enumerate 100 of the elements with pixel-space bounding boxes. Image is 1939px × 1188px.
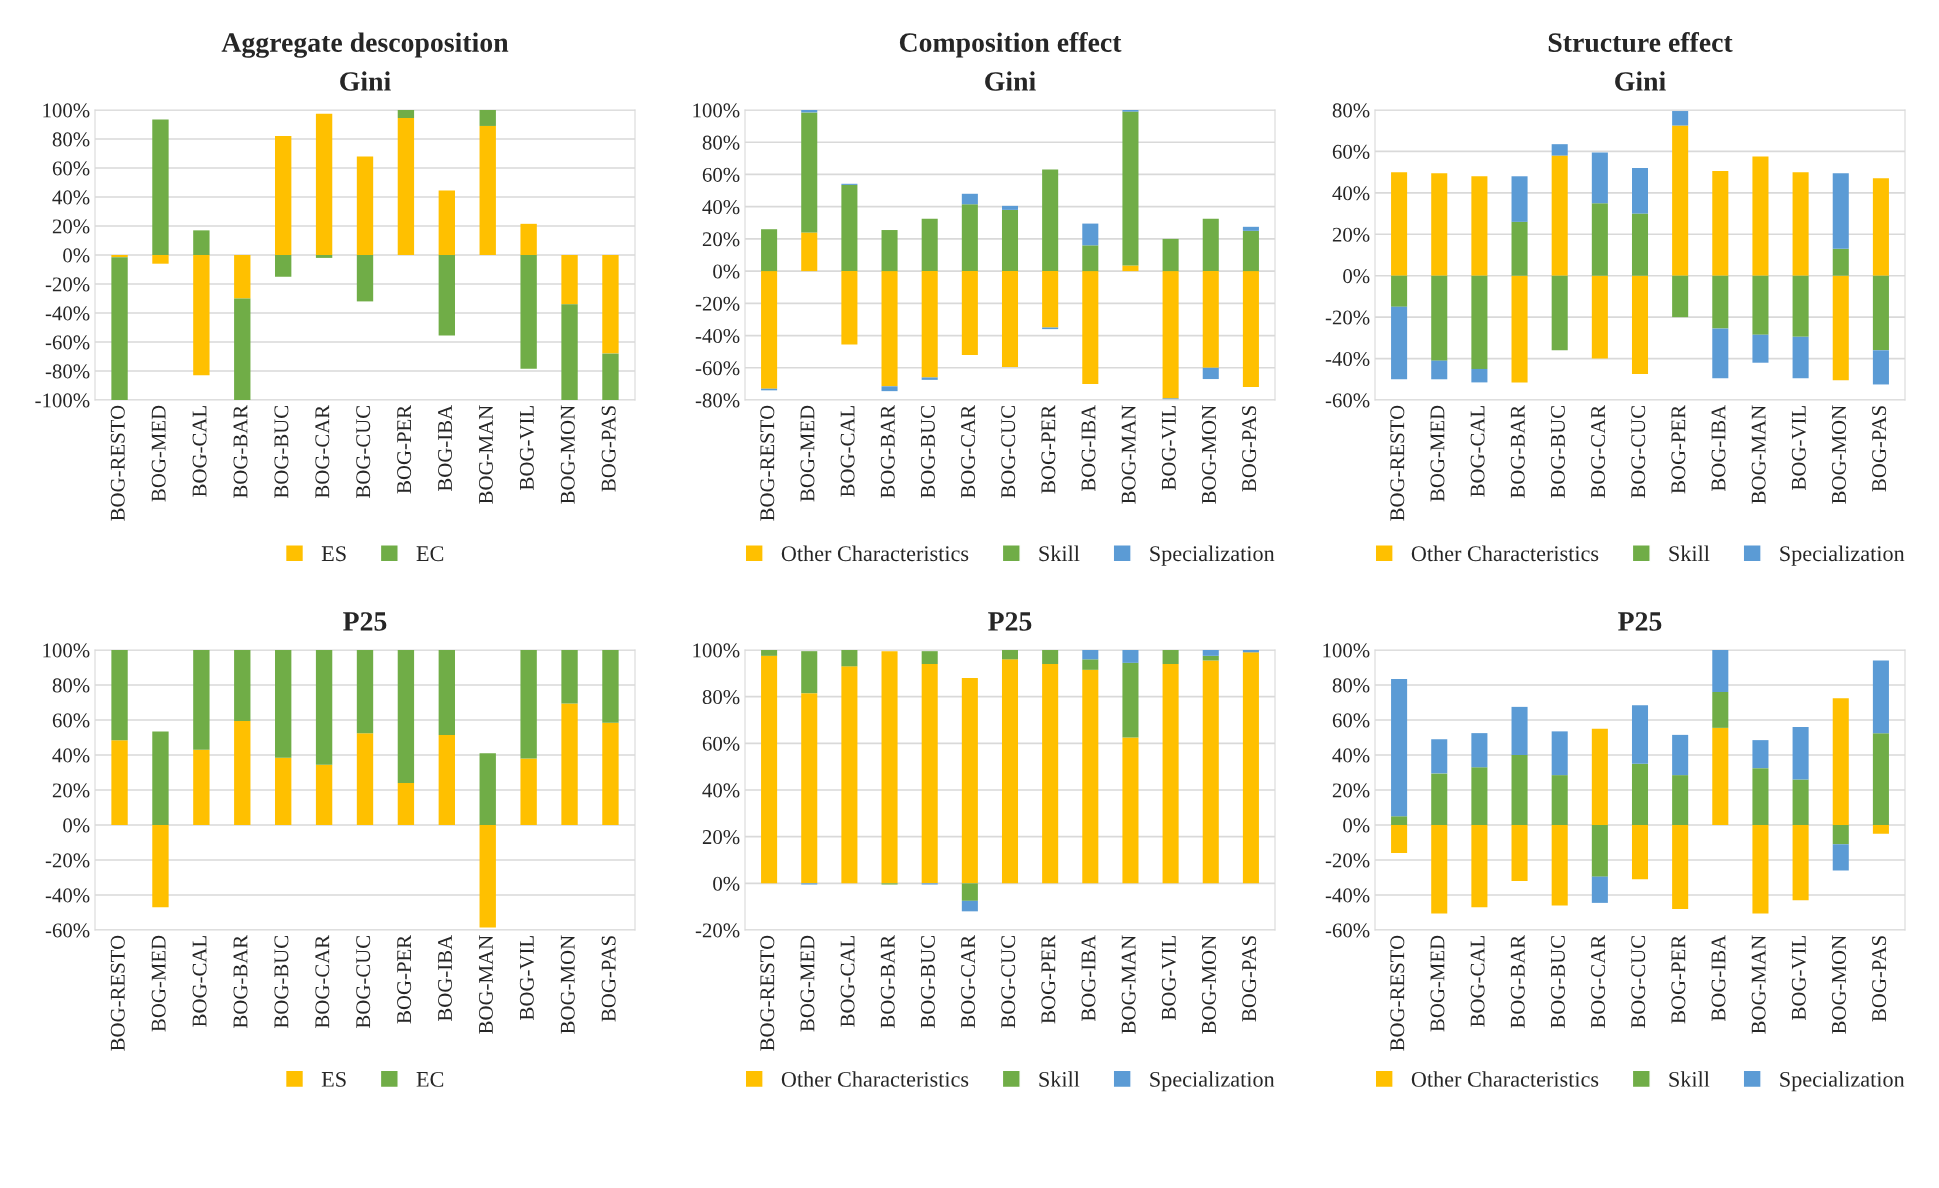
bar <box>111 740 128 825</box>
x-tick-label: BOG-VIL <box>1161 936 1176 1020</box>
bar <box>1712 275 1729 329</box>
bar <box>1832 844 1849 871</box>
y-tick-label: 40% <box>52 748 90 763</box>
bar <box>1551 775 1568 825</box>
y-tick-label: -20% <box>695 296 740 311</box>
bar <box>1872 275 1889 351</box>
y-tick-label: -40% <box>45 888 90 903</box>
bar <box>1001 650 1019 660</box>
y-tick-label: 60% <box>1332 144 1370 159</box>
bar <box>841 184 858 272</box>
legend-label: ES <box>321 546 346 562</box>
legend-label: Other Characteristics <box>1411 1071 1599 1087</box>
chart-subtitle: Gini <box>340 71 391 91</box>
legend-label: EC <box>416 1071 444 1087</box>
bar <box>921 218 938 272</box>
bar <box>1631 275 1649 375</box>
bar <box>1042 664 1059 884</box>
bar <box>1082 650 1099 660</box>
bar <box>1471 733 1488 768</box>
bar <box>1752 156 1769 276</box>
bar <box>561 304 578 400</box>
bar <box>479 110 496 126</box>
bar <box>921 271 938 378</box>
bar <box>1551 144 1568 156</box>
bar <box>1591 152 1608 204</box>
bar <box>1832 248 1849 276</box>
legend-label: Skill <box>1669 1071 1710 1087</box>
bar <box>1122 662 1139 738</box>
x-tick-label: BOG-BAR <box>1510 404 1525 499</box>
y-tick-label: -60% <box>695 361 740 376</box>
bar <box>152 119 169 255</box>
y-tick-label: 20% <box>702 232 740 247</box>
y-tick-label: -20% <box>1325 310 1370 325</box>
y-tick-label: -60% <box>1325 393 1370 408</box>
x-tick-label: BOG-CUC <box>356 936 371 1029</box>
x-tick-label: BOG-IBA <box>1081 935 1096 1022</box>
bar <box>1202 650 1219 656</box>
bar <box>1672 275 1689 318</box>
y-tick-label: 0% <box>1343 818 1370 833</box>
bar <box>841 271 858 345</box>
bar <box>1591 275 1608 359</box>
bar <box>1712 727 1729 825</box>
bar <box>520 255 537 369</box>
bar <box>921 664 938 884</box>
y-tick-label: 80% <box>52 678 90 693</box>
bar <box>1511 275 1528 383</box>
x-tick-label: BOG-PER <box>1041 404 1056 494</box>
bar <box>1631 705 1649 764</box>
bar <box>841 650 858 667</box>
legend-label: Skill <box>1669 545 1710 562</box>
legend-label: Specialization <box>1780 1071 1905 1092</box>
x-tick-label: BOG-MED <box>800 405 815 502</box>
bar <box>1792 727 1809 780</box>
bar <box>921 651 938 664</box>
x-tick-label: BOG-PER <box>1041 934 1056 1024</box>
x-tick-label: BOG-CUC <box>1631 406 1646 499</box>
bar <box>1391 306 1408 380</box>
bar <box>520 758 537 825</box>
x-tick-label: BOG-BUC <box>920 406 935 499</box>
x-tick-label: BOG-PAS <box>601 406 616 492</box>
bar <box>356 650 374 734</box>
bar <box>1551 155 1568 276</box>
x-tick-label: BOG-PAS <box>1872 936 1887 1022</box>
bar <box>1672 775 1689 825</box>
y-tick-label: 60% <box>1332 713 1370 728</box>
y-tick-label: -100% <box>35 393 90 408</box>
y-tick-label: 0% <box>713 876 740 891</box>
bar <box>315 764 333 825</box>
y-tick-label: 0% <box>63 248 90 263</box>
x-tick-label: BOG-MON <box>560 405 575 504</box>
bar <box>1752 334 1769 363</box>
bar <box>1832 825 1849 845</box>
bar <box>1202 660 1219 884</box>
bar <box>1391 825 1408 853</box>
y-tick-label: 40% <box>702 783 740 798</box>
bar <box>1511 755 1528 825</box>
y-tick-label: 0% <box>1343 269 1370 284</box>
x-tick-label: BOG-IBA <box>1711 935 1726 1022</box>
bar <box>111 255 128 258</box>
bar <box>1672 734 1689 776</box>
bar <box>1872 825 1889 834</box>
bar <box>561 703 578 825</box>
legend-label: Specialization <box>1150 545 1275 566</box>
x-tick-label: BOG-PER <box>397 934 412 1024</box>
x-tick-label: BOG-BAR <box>1510 934 1525 1029</box>
x-tick-label: BOG-VIL <box>1791 936 1806 1020</box>
bar <box>234 298 251 400</box>
bar <box>1672 825 1689 909</box>
x-tick-label: BOG-RESTO <box>1390 405 1405 521</box>
x-tick-label: BOG-PAS <box>1242 406 1257 492</box>
x-tick-label: BOG-CAR <box>961 404 976 499</box>
bar <box>1122 737 1139 884</box>
bar <box>1672 125 1689 276</box>
y-tick-label: 100% <box>693 643 740 658</box>
y-tick-label: -20% <box>1325 853 1370 868</box>
y-tick-label: -60% <box>45 923 90 938</box>
legend-label: Skill <box>1039 1071 1080 1087</box>
bar <box>1431 173 1448 276</box>
